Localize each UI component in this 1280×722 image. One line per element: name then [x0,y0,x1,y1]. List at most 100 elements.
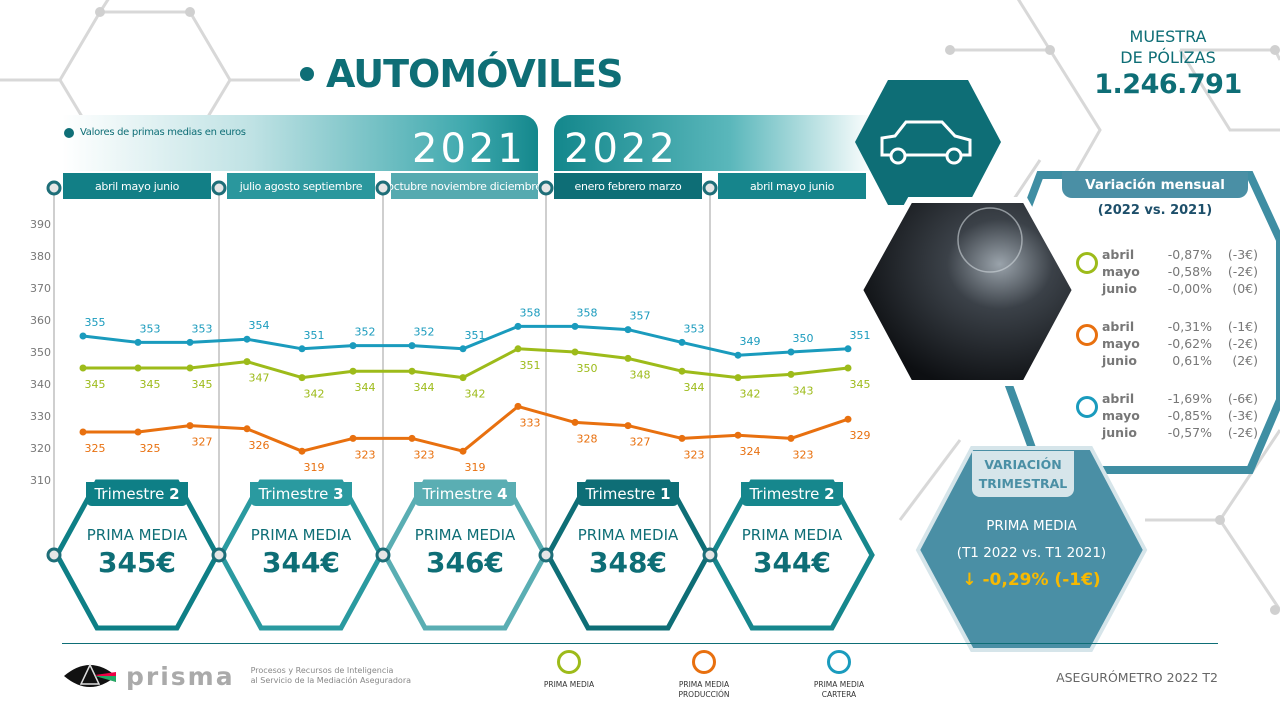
quarter-number: 4 [497,485,508,503]
monthly-variation-subtitle: (2022 vs. 2021) [1097,203,1213,218]
data-point [571,348,579,356]
brand-name: prisma [126,661,235,691]
data-point [844,345,852,353]
legend-item: PRIMA MEDIA PRODUCCIÓN [649,650,759,700]
legend-label: PRIMA MEDIA [813,680,865,689]
data-point [459,374,467,382]
data-label: 353 [140,322,161,335]
percent: -1,69% [1167,391,1212,406]
period-label: enero febrero marzo [574,179,682,193]
prima-media-label: PRIMA MEDIA [414,526,516,544]
data-point [186,338,194,346]
period-label: abril mayo junio [749,179,835,193]
data-label: 354 [249,319,270,332]
quarter-tab: Trimestre 4 [414,482,516,506]
data-label: 344 [414,381,435,394]
timeline-knob [538,547,554,563]
legend-label: PRIMA MEDIA [543,680,595,689]
data-point [349,434,357,442]
y-tick-label: 340 [30,378,51,391]
data-label: 350 [793,332,814,345]
legend-label: PRODUCCIÓN [678,690,730,699]
quarter-card: Trimestre 4 PRIMA MEDIA 346€ [383,482,547,579]
quarter-label: Trimestre [585,485,656,503]
car-icon [880,120,972,165]
y-tick-label: 320 [30,442,51,455]
data-label: 349 [740,335,761,348]
footer-divider [62,643,1218,644]
data-label: 355 [85,316,106,329]
sample-value: 1.246.791 [1094,69,1242,100]
quarter-number: 3 [333,485,344,503]
note-text: Valores de primas medias en euros [80,127,246,138]
legend-label: CARTERA [821,690,857,699]
quarter-tab: Trimestre 3 [250,482,352,506]
sample-label: DE PÓLIZAS [1120,48,1216,67]
percent: -0,58% [1167,264,1212,279]
year-banner-2021 [62,115,538,171]
data-label: 342 [740,388,761,401]
y-tick-label: 330 [30,410,51,423]
month: mayo [1102,264,1140,279]
euros: (2€) [1232,353,1258,368]
data-point [134,428,142,436]
timeline-knob [702,547,718,563]
data-label: 353 [192,322,213,335]
data-label: 357 [630,310,651,323]
variation-group: abril -0,31% (-1€) mayo -0,62% (-2€) junio 0,61… [1076,318,1258,369]
data-label: 351 [520,359,541,372]
data-point [844,415,852,423]
data-label: 323 [414,448,435,461]
period-bar: abril mayo junio [718,173,866,199]
data-point [79,364,87,372]
data-label: 333 [520,416,541,429]
percent: -0,00% [1167,281,1212,296]
euros: (-1€) [1227,319,1258,334]
data-point [734,351,742,359]
data-point [79,332,87,340]
quarter-card: Trimestre 2 PRIMA MEDIA 344€ [710,482,874,579]
comparison-label: (T1 2022 vs. T1 2021) [956,545,1107,561]
data-point [298,447,306,455]
percent: -0,57% [1167,425,1212,440]
prima-media-value: 344€ [753,546,831,579]
data-label: 327 [630,436,651,449]
data-label: 345 [850,378,871,391]
y-tick-label: 390 [30,218,51,231]
quarterly-variation-body: PRIMA MEDIA (T1 2022 vs. T1 2021) ↓ -0,2… [918,513,1145,594]
variation-row: abril -0,87% (-3€) [1102,246,1258,263]
y-tick-label: 370 [30,282,51,295]
y-tick-label: 310 [30,474,51,487]
data-point [298,374,306,382]
timeline-knob [211,180,227,196]
variation-value: -0,29% (-1€) [982,570,1101,590]
series-ring-icon [1076,324,1098,346]
variation-row: mayo -0,58% (-2€) [1102,263,1258,280]
data-label: 358 [520,306,541,319]
prima-media-label: PRIMA MEDIA [250,526,352,544]
period-bar: octubre noviembre diciembre [387,173,542,199]
data-label: 342 [465,388,486,401]
data-point [571,418,579,426]
data-label: 342 [304,388,325,401]
legend-item: PRIMA MEDIA [514,650,624,690]
month: abril [1102,319,1135,334]
y-tick-label: 350 [30,346,51,359]
timeline-knob [375,547,391,563]
legend-label: PRIMA MEDIA [678,680,730,689]
period-bar: abril mayo junio [63,173,211,199]
percent: 0,61% [1172,353,1212,368]
year-2021: 2021 [412,126,526,172]
data-point [459,345,467,353]
title-bullet-icon [300,67,314,81]
month: mayo [1102,408,1140,423]
legend-ring-icon [692,650,716,674]
prism-eye-icon [64,663,116,687]
data-label: 344 [355,381,376,394]
month: abril [1102,391,1135,406]
arrow-down-icon: ↓ [962,570,977,590]
data-label: 326 [249,439,270,452]
data-label: 329 [850,429,871,442]
